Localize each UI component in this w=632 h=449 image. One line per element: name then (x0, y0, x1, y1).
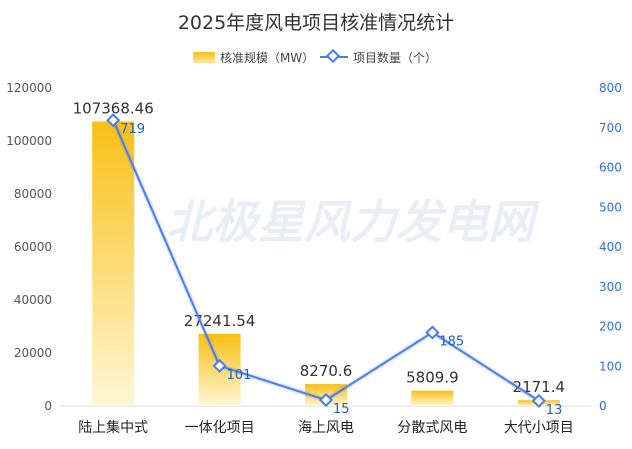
line-point (318, 392, 334, 408)
left-axis: 0 20000 40000 60000 80000 100000 120000 (6, 81, 52, 413)
bar-value-label: 107368.46 (73, 99, 154, 117)
legend-line-marker (325, 48, 341, 64)
right-tick-label: 400 (599, 240, 622, 254)
line-series: 719 101 15 185 13 (106, 113, 563, 418)
left-tick-label: 120000 (6, 81, 52, 95)
category-label: 大代小项目 (504, 420, 574, 436)
bar (411, 390, 454, 406)
right-tick-label: 600 (599, 161, 622, 175)
left-tick-label: 0 (44, 399, 52, 413)
watermark: 北极星风力发电网 (166, 195, 540, 249)
right-axis: 0 100 200 300 400 500 600 700 800 (599, 81, 622, 413)
line-point (531, 393, 546, 408)
left-tick-label: 100000 (6, 134, 52, 148)
category-label: 分散式风电 (397, 420, 467, 436)
right-tick-label: 200 (599, 320, 622, 334)
right-tick-label: 500 (599, 200, 622, 214)
right-tick-label: 100 (599, 359, 622, 373)
left-tick-label: 60000 (14, 240, 52, 254)
line-path (112, 119, 540, 402)
category-label: 海上风电 (298, 420, 354, 436)
bar-value-label: 5809.9 (406, 369, 459, 387)
line-point (212, 358, 227, 373)
line-value-label: 719 (120, 122, 145, 137)
category-labels: 陆上集中式 一体化项目 海上风电 分散式风电 大代小项目 (78, 419, 574, 436)
right-tick-label: 800 (599, 81, 622, 95)
left-tick-label: 80000 (14, 187, 52, 201)
legend-bar-swatch (193, 52, 215, 63)
right-tick-label: 0 (599, 399, 607, 413)
left-tick-label: 20000 (14, 346, 52, 360)
right-tick-label: 300 (599, 280, 622, 294)
category-label: 陆上集中式 (78, 419, 148, 436)
line-value-label: 13 (546, 403, 563, 418)
line-value-label: 101 (227, 368, 252, 383)
right-tick-label: 700 (599, 121, 622, 135)
category-label: 一体化项目 (185, 420, 255, 436)
legend: 核准规模（MW） 项目数量（个） (193, 48, 437, 65)
legend-bar-label: 核准规模（MW） (220, 50, 314, 65)
line-value-label: 15 (333, 402, 350, 417)
left-tick-label: 40000 (14, 293, 52, 307)
bar-value-label: 8270.6 (300, 362, 353, 380)
bar (92, 121, 135, 407)
line-value-label: 185 (439, 334, 464, 349)
line-point (425, 325, 440, 340)
legend-line-label: 项目数量（个） (353, 50, 437, 65)
chart-title: 2025年度风电项目核准情况统计 (178, 12, 454, 34)
bar-value-label: 27241.54 (184, 312, 256, 330)
line-point (106, 113, 121, 128)
